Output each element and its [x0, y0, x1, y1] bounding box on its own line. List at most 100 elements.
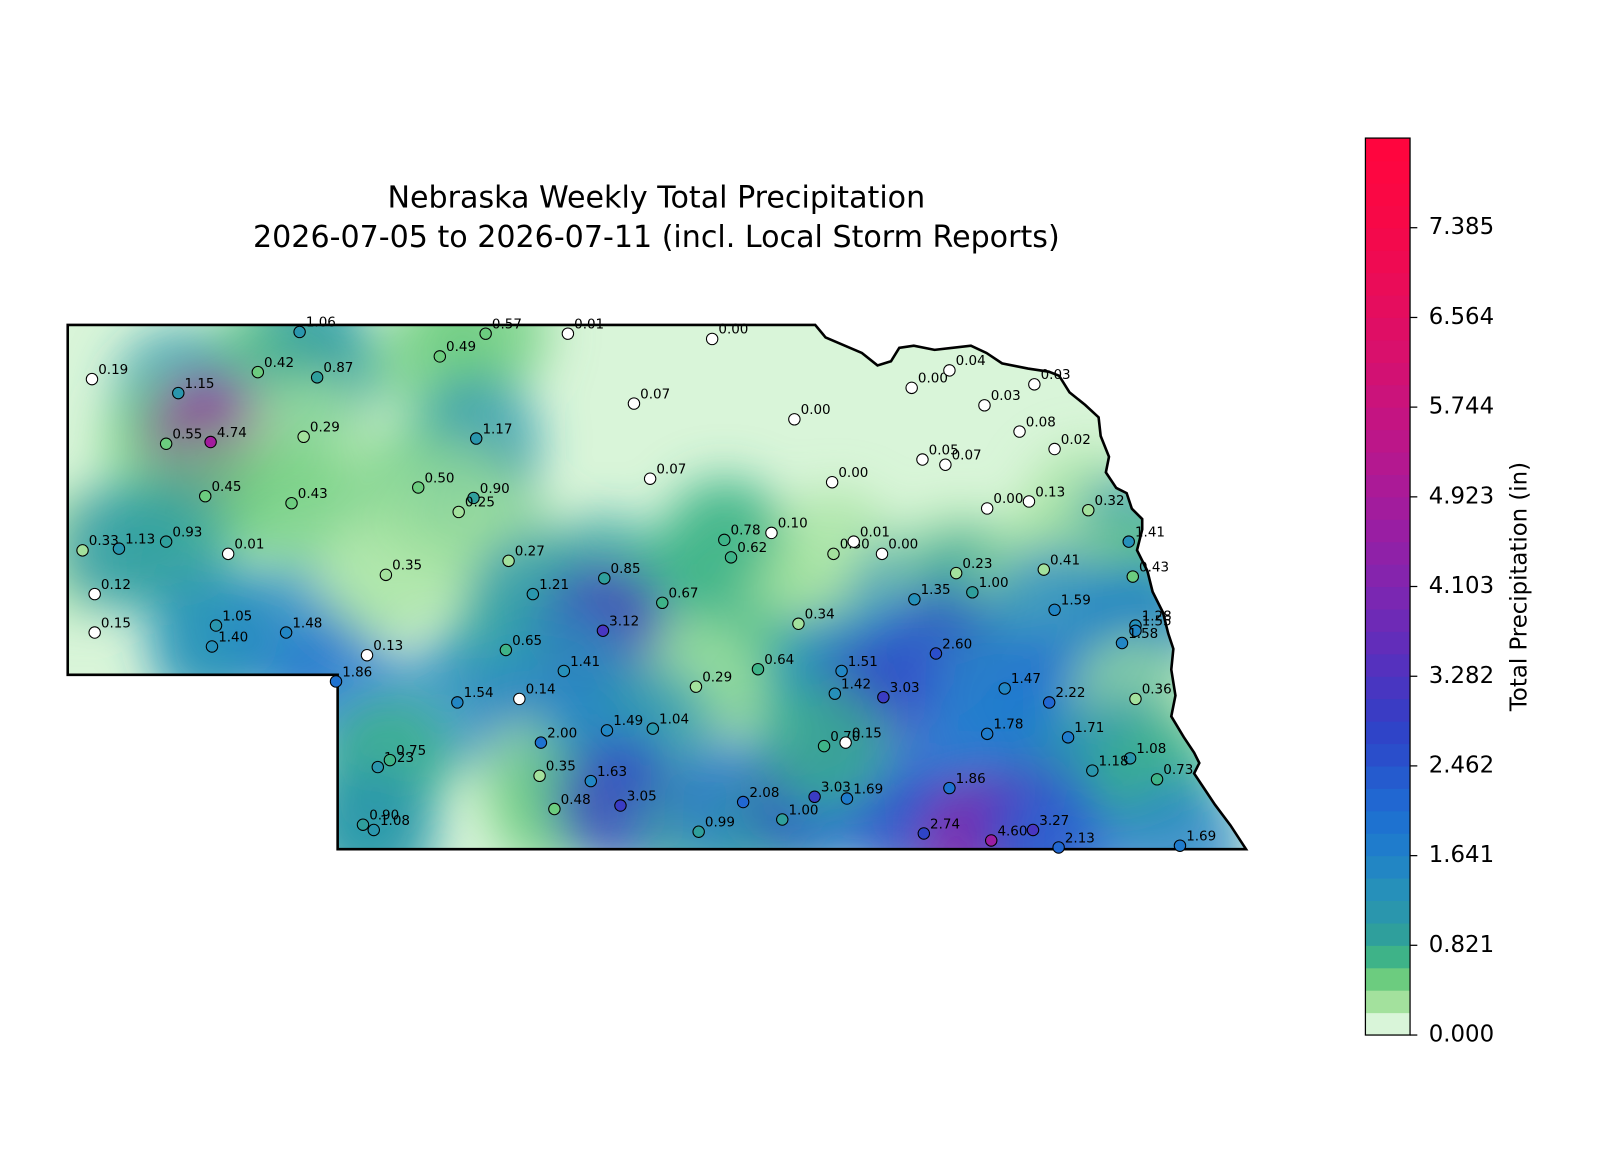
station-dot [1061, 731, 1075, 744]
station-value-label: 0.42 [264, 355, 294, 371]
station-dot [285, 496, 298, 510]
station-dot [596, 624, 610, 637]
station-value-label: 1.51 [848, 654, 878, 670]
station-dot [1042, 696, 1056, 709]
station-dot [817, 739, 831, 753]
station-value-label: 1.08 [1136, 741, 1166, 757]
station-value-label: 0.02 [1061, 432, 1091, 448]
colorbar-band [1365, 384, 1411, 408]
station-dot [371, 760, 385, 774]
station-dot [279, 626, 293, 639]
colorbar-tick-label: 0.821 [1429, 932, 1494, 958]
station-dot [159, 437, 173, 451]
station-dot [467, 491, 480, 505]
station-value-label: 1.86 [342, 664, 372, 680]
station-value-label: 0.78 [731, 523, 761, 539]
station-dot [329, 675, 343, 688]
station-value-label: 0.33 [89, 533, 119, 549]
station-dot [917, 827, 931, 840]
station-dot [966, 586, 979, 599]
station-value-label: 0.12 [101, 577, 131, 593]
station-value-label: 1.48 [292, 615, 322, 631]
colorbar-band [1365, 362, 1411, 386]
station-value-label: 1.15 [184, 376, 214, 392]
station-value-label: 0.00 [918, 371, 948, 387]
station-value-label: 0.08 [1026, 414, 1056, 430]
station-dot [112, 542, 126, 555]
station-dot [929, 647, 943, 660]
colorbar-band [1365, 833, 1411, 857]
station-value-label: 3.03 [821, 780, 851, 796]
colorbar-band [1365, 519, 1411, 543]
station-dot [600, 724, 614, 737]
colorbar-band [1365, 900, 1411, 924]
colorbar-band [1365, 496, 1411, 520]
station-dot [159, 535, 173, 548]
station-dot [526, 587, 540, 601]
station-value-label: 0.15 [852, 725, 882, 741]
station-dot [1026, 823, 1040, 837]
station-value-label: 0.07 [656, 462, 686, 478]
station-dot [646, 722, 660, 735]
station-value-label: 1.58 [1128, 626, 1158, 642]
colorbar-band [1365, 945, 1411, 969]
station-dot [835, 664, 848, 678]
station-dot [643, 472, 657, 485]
station-value-label: 0.29 [310, 420, 340, 436]
station-value-label: 0.01 [234, 537, 264, 553]
colorbar-band [1365, 250, 1411, 274]
colorbar-tick-label: 1.641 [1429, 842, 1494, 868]
station-value-label: 1.21 [539, 577, 569, 593]
station-dot [85, 372, 99, 386]
station-dot [172, 386, 185, 400]
colorbar-tick-label: 7.385 [1429, 214, 1494, 240]
station-dot [692, 825, 705, 838]
station-value-label: 2.08 [749, 785, 779, 801]
station-dot [792, 617, 805, 631]
station-value-label: 3.03 [890, 680, 920, 696]
station-value-label: 0.00 [801, 402, 831, 418]
station-dot [984, 834, 998, 847]
stations: 0.19 1.06 0.42 0.87 1.15 0.55 4.74 0.29 0.45 0.43… [76, 315, 1216, 854]
colorbar-band [1365, 990, 1411, 1014]
station-dot [627, 397, 641, 410]
station-value-label: 0.05 [929, 442, 959, 458]
colorbar-band [1365, 160, 1411, 184]
station-dot [383, 753, 397, 767]
station-value-label: 0.45 [211, 479, 241, 495]
station-dot [251, 365, 265, 379]
station-value-label: 0.65 [512, 633, 542, 649]
station-dot [980, 727, 994, 741]
station-dot [548, 802, 561, 816]
station-value-label: 1.00 [788, 802, 818, 818]
station-dot [1052, 841, 1065, 854]
station-value-label: 0.49 [446, 339, 476, 355]
colorbar-band [1365, 182, 1411, 206]
colorbar-tick-label: 0.000 [1429, 1022, 1494, 1048]
station-value-label: 3.05 [627, 788, 657, 804]
station-dot [614, 799, 627, 812]
station-value-label: 0.10 [778, 516, 808, 532]
station-value-label: 0.41 [1050, 552, 1080, 568]
station-dot [1123, 752, 1137, 765]
colorbar-band [1365, 631, 1411, 655]
station-dot [736, 795, 750, 809]
station-value-label: 1.78 [993, 717, 1023, 733]
station-dot [978, 399, 991, 412]
colorbar-band [1365, 564, 1411, 588]
station-value-label: 0.93 [172, 524, 202, 540]
station-value-label: 1.69 [853, 781, 883, 797]
station-dot [705, 332, 719, 346]
station-value-label: 0.15 [101, 615, 131, 631]
station-dot [689, 680, 703, 693]
station-value-label: 1.69 [1186, 829, 1216, 845]
station-dot [1048, 442, 1061, 456]
station-value-label: 1.18 [1099, 753, 1129, 769]
station-dot [751, 662, 765, 676]
station-dot [1048, 603, 1061, 617]
station-dot [1115, 636, 1129, 650]
station-value-label: 1.59 [1061, 593, 1091, 609]
station-value-label: 0.62 [737, 540, 767, 556]
